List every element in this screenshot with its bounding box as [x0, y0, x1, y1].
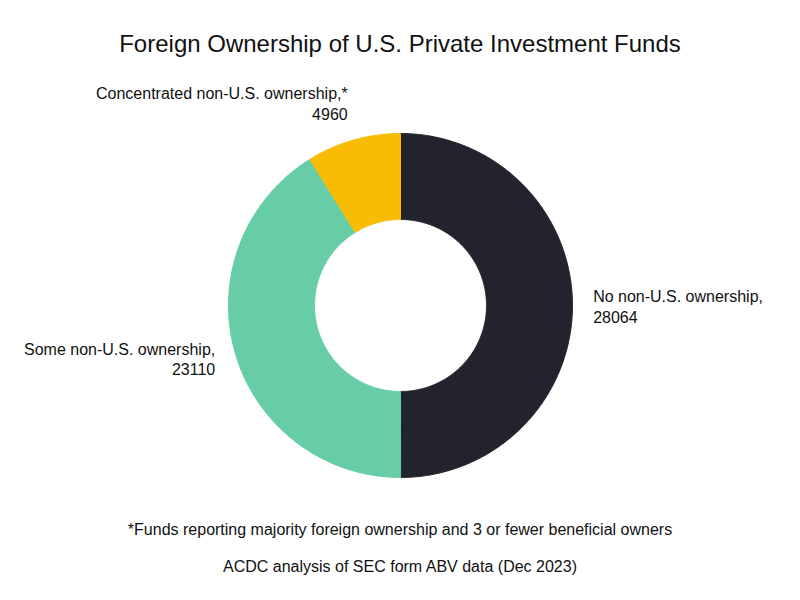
- svg-text:Some non-U.S. ownership,23110: Some non-U.S. ownership,23110: [24, 341, 215, 379]
- html-text:Foreign Ownership of U.S. Priv: Foreign Ownership of U.S. Private Invest…: [119, 30, 681, 57]
- svg-text:No non-U.S. ownership,28064: No non-U.S. ownership,28064: [593, 288, 763, 326]
- html-text:ACDC analysis of SEC form ABV: ACDC analysis of SEC form ABV data (Dec …: [223, 558, 577, 575]
- html-text:*Funds reporting majority fore: *Funds reporting majority foreign owners…: [127, 521, 673, 538]
- svg-text:Concentrated non-U.S. ownershi: Concentrated non-U.S. ownership,*4960: [96, 85, 348, 123]
